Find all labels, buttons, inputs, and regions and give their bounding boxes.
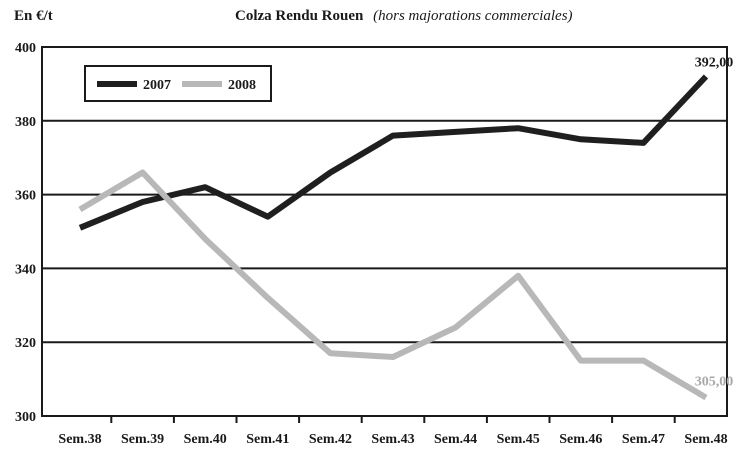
y-tick-label: 300: [15, 410, 36, 425]
legend: 2007 2008: [84, 65, 272, 102]
y-tick-label: 340: [15, 262, 36, 277]
plot-frame: [41, 46, 728, 417]
x-tick-label: Sem.48: [684, 432, 727, 447]
chart-title: Colza Rendu Rouen (hors majorations comm…: [235, 8, 573, 25]
chart-subtitle: (hors majorations commerciales): [373, 8, 573, 24]
x-tick-label: Sem.44: [434, 432, 477, 447]
x-tick-label: Sem.43: [371, 432, 414, 447]
data-annotations: 392,00 305,00: [695, 56, 734, 390]
x-tick-label: Sem.41: [246, 432, 289, 447]
x-tick-label: Sem.42: [309, 432, 352, 447]
x-tick-label: Sem.38: [58, 432, 101, 447]
gridlines: [42, 119, 727, 344]
x-tick-label: Sem.46: [559, 432, 602, 447]
y-axis-ticks: 300 320 340 360 380 400: [15, 41, 36, 425]
y-tick-label: 380: [15, 115, 36, 130]
x-tick-label: Sem.45: [497, 432, 540, 447]
chart-title-main: Colza Rendu Rouen: [235, 8, 364, 24]
x-tick-label: Sem.39: [121, 432, 164, 447]
series-line-2008: [78, 169, 708, 401]
y-tick-label: 320: [15, 336, 36, 351]
series-lines: [78, 74, 709, 401]
y-tick-label: 400: [15, 41, 36, 56]
plot-border: [41, 46, 728, 417]
x-tick-label: Sem.47: [622, 432, 665, 447]
legend-label-2008: 2008: [228, 78, 256, 93]
legend-label-2007: 2007: [143, 78, 171, 93]
data-label-2008: 305,00: [695, 375, 734, 390]
x-tick-label: Sem.40: [184, 432, 227, 447]
data-label-2007: 392,00: [695, 56, 734, 71]
y-tick-label: 360: [15, 189, 36, 204]
y-unit-label: En €/t: [14, 8, 53, 24]
x-axis-ticks: Sem.38 Sem.39 Sem.40 Sem.41 Sem.42 Sem.43 Sem.…: [58, 416, 728, 447]
series-line-2007: [78, 74, 709, 231]
